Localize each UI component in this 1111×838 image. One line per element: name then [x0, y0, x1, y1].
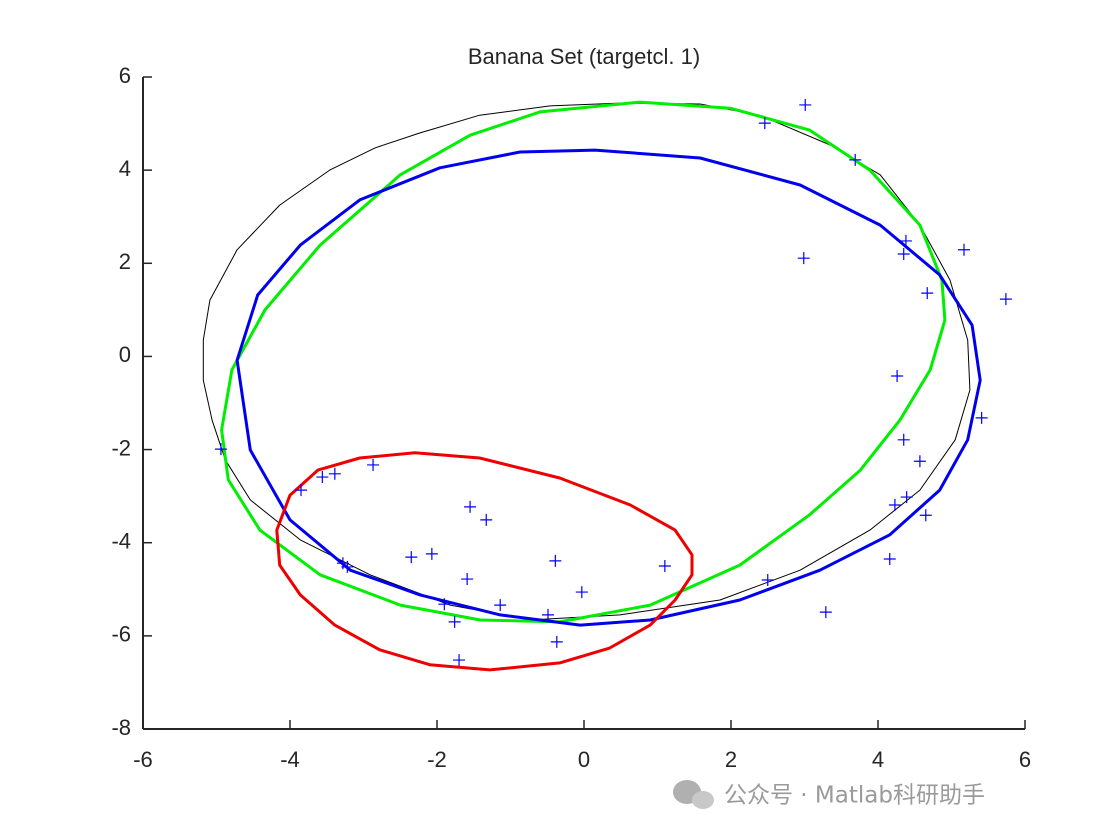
curve	[220, 100, 947, 624]
point	[341, 560, 354, 573]
curve	[275, 451, 694, 672]
watermark: 公众号 · Matlab科研助手	[724, 783, 985, 809]
chart-title: Banana Set (targetcl. 1)	[468, 44, 700, 69]
point	[494, 599, 507, 612]
x-tick-label: 0	[578, 747, 590, 772]
point	[758, 117, 771, 130]
y-tick-label: 6	[119, 63, 131, 88]
point	[999, 293, 1012, 306]
point	[461, 573, 474, 586]
point	[921, 287, 934, 300]
y-tick-label: -6	[111, 622, 131, 647]
point	[975, 411, 988, 424]
point	[464, 500, 477, 513]
curve	[235, 148, 982, 627]
curve	[202, 102, 971, 621]
point	[849, 153, 862, 166]
point	[316, 471, 329, 484]
point	[295, 484, 308, 497]
point	[575, 586, 588, 599]
point	[658, 560, 671, 572]
x-tick-label: -6	[133, 747, 153, 772]
x-tick-label: 2	[725, 747, 737, 772]
point	[913, 455, 926, 468]
x-tick-label: -2	[427, 747, 447, 772]
y-tick-label: 4	[119, 156, 131, 181]
point	[919, 509, 932, 522]
point	[453, 654, 466, 667]
point	[897, 247, 910, 260]
point	[541, 608, 554, 621]
point	[328, 467, 341, 480]
point	[438, 598, 451, 611]
point	[425, 547, 438, 560]
point	[883, 553, 896, 566]
point	[550, 635, 563, 648]
point	[405, 551, 418, 564]
point	[799, 98, 812, 111]
point	[897, 433, 910, 446]
point	[899, 234, 912, 247]
point	[549, 554, 562, 567]
y-tick-label: -2	[111, 435, 131, 460]
point	[819, 606, 832, 619]
point	[888, 498, 901, 511]
y-tick-label: -8	[111, 715, 131, 740]
point	[448, 615, 461, 628]
point	[900, 491, 913, 504]
point	[367, 458, 380, 471]
point	[761, 573, 774, 586]
point	[891, 369, 904, 382]
y-tick-label: 0	[119, 342, 131, 367]
x-tick-label: 6	[1019, 747, 1031, 772]
watermark-icon	[673, 780, 714, 809]
y-tick-label: -4	[111, 529, 131, 554]
y-tick-label: 2	[119, 249, 131, 274]
point	[480, 513, 493, 526]
point	[797, 252, 810, 265]
point	[214, 443, 227, 456]
point	[957, 243, 970, 256]
x-tick-label: 4	[872, 747, 884, 772]
x-tick-label: -4	[280, 747, 300, 772]
